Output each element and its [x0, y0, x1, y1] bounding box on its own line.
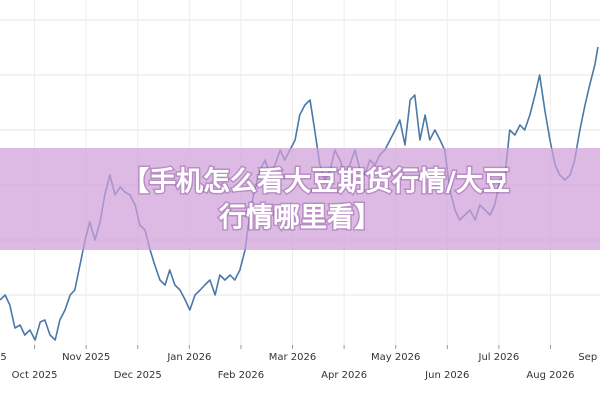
x-tick-label: Jan 2026: [166, 352, 211, 363]
x-tick-label: Apr 2026: [321, 370, 367, 381]
x-tick-label: Nov 2025: [62, 352, 110, 363]
x-tick-label: Oct 2025: [12, 370, 58, 381]
x-axis: Sep 2025 Oct 2025 Nov 2025 Dec 2025 Jan 2026…: [0, 345, 600, 381]
banner-title-line: 【手机怎么看大豆期货行情/大豆: [122, 166, 510, 198]
x-tick-label: Sep 2025: [0, 352, 7, 363]
x-tick-label: Mar 2026: [269, 352, 317, 363]
x-tick-label: Sep 2026: [578, 352, 600, 363]
banner-title-line: 行情哪里看】: [218, 202, 381, 234]
title-banner: [0, 148, 600, 250]
x-tick-label: May 2026: [371, 352, 420, 363]
x-tick-label: Jun 2026: [424, 370, 469, 381]
x-tick-label: Aug 2026: [526, 370, 574, 381]
x-tick-label: Feb 2026: [218, 370, 264, 381]
x-tick-label: Dec 2025: [114, 370, 162, 381]
x-tick-label: Jul 2026: [478, 352, 520, 363]
